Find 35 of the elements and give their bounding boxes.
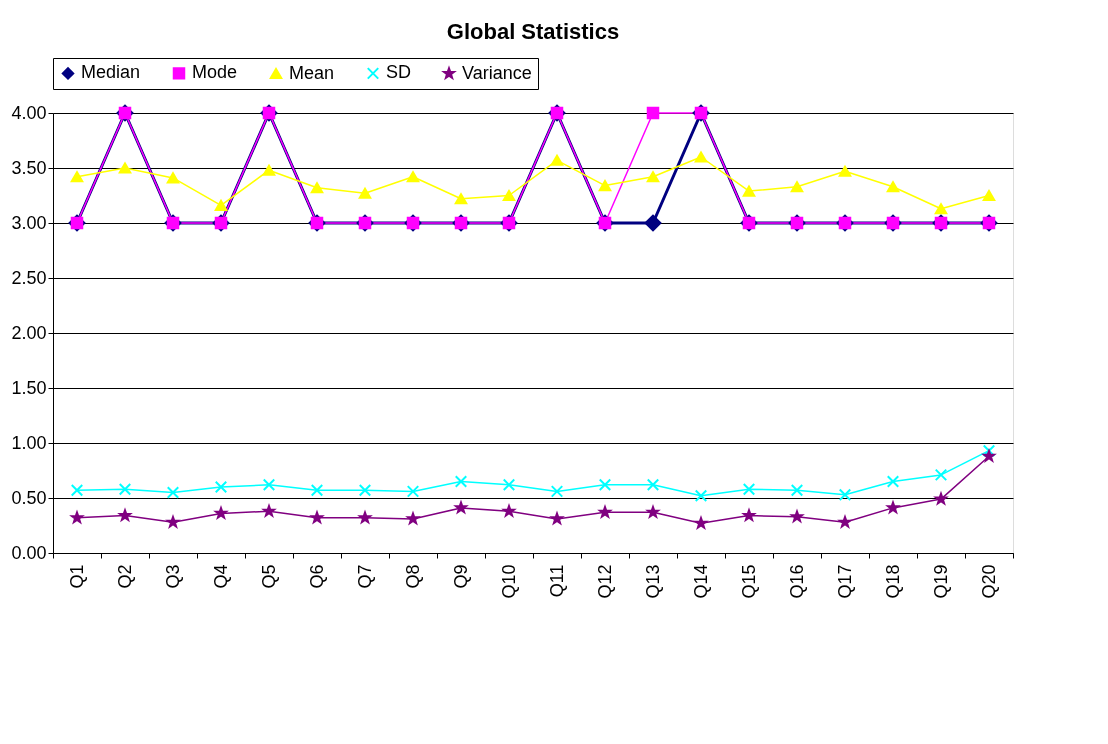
x-tick-label: Q17 — [834, 564, 855, 599]
legend-label: Mean — [289, 62, 335, 83]
x-tick-label: Q6 — [306, 564, 327, 589]
y-tick-label: 3.50 — [11, 157, 47, 178]
y-tick-label: 2.50 — [11, 267, 47, 288]
x-tick-label: Q10 — [498, 564, 519, 599]
y-tick-label: 3.00 — [11, 212, 47, 233]
chart-title: Global Statistics — [446, 18, 620, 44]
y-tick-label: 0.00 — [11, 542, 47, 563]
legend-label: Median — [81, 62, 141, 83]
x-tick-label: Q16 — [786, 564, 807, 599]
x-tick-label: Q4 — [210, 564, 231, 589]
x-tick-label: Q14 — [690, 564, 711, 599]
x-tick-label: Q9 — [450, 564, 471, 589]
y-tick-label: 1.50 — [11, 377, 47, 398]
x-tick-label: Q20 — [978, 564, 999, 599]
x-tick-label: Q19 — [930, 564, 951, 599]
x-tick-label: Q18 — [882, 564, 903, 599]
x-tick-label: Q5 — [258, 564, 279, 589]
x-tick-label: Q13 — [642, 564, 663, 599]
legend-label: SD — [386, 62, 412, 83]
legend-label: Variance — [462, 62, 532, 83]
x-tick-label: Q11 — [546, 564, 567, 598]
x-tick-label: Q3 — [162, 564, 183, 589]
y-tick-label: 0.50 — [11, 487, 47, 508]
y-tick-label: 4.00 — [11, 102, 47, 123]
y-tick-label: 2.00 — [11, 322, 47, 343]
x-tick-label: Q7 — [354, 564, 375, 589]
x-tick-label: Q1 — [66, 564, 87, 589]
x-tick-label: Q8 — [402, 564, 423, 589]
x-tick-label: Q12 — [594, 564, 615, 599]
x-tick-label: Q15 — [738, 564, 759, 599]
legend-label: Mode — [192, 62, 238, 83]
y-tick-label: 1.00 — [11, 432, 47, 453]
x-tick-label: Q2 — [114, 564, 135, 589]
